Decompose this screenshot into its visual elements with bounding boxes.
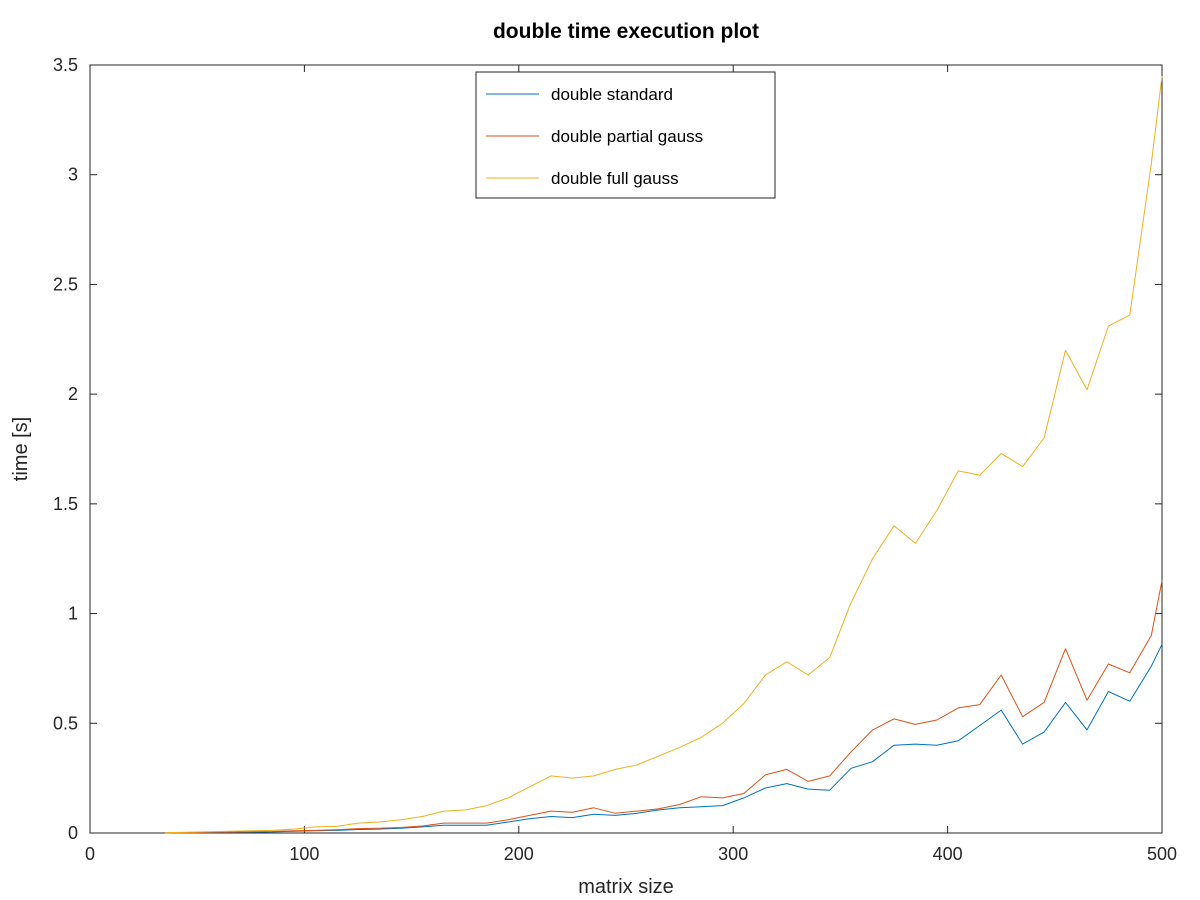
y-tick-label: 2.5 [53,274,78,294]
y-tick-label: 1 [68,604,78,624]
x-axis-label: matrix size [578,876,674,898]
series-lines [164,75,1163,834]
x-tick-label: 200 [504,844,534,864]
legend-label: double full gauss [551,169,679,188]
series-line-1 [164,644,1163,834]
x-tick-label: 500 [1147,844,1177,864]
y-tick-label: 0 [68,823,78,843]
y-tick-label: 3.5 [53,55,78,75]
y-tick-label: 1.5 [53,494,78,514]
series-line-2 [164,580,1163,834]
chart-title: double time execution plot [493,20,759,43]
x-tick-label: 0 [85,844,95,864]
y-tick-label: 0.5 [53,713,78,733]
x-tick-label: 400 [933,844,963,864]
y-axis-label: time [s] [10,417,32,481]
x-tick-label: 300 [718,844,748,864]
legend-label: double standard [551,85,673,104]
y-tick-label: 3 [68,165,78,185]
series-line-3 [164,75,1163,834]
axis-ticks: 0 100 200 300 400 500 0 0.5 1 1.5 2 2.5 3 3.5 [53,55,1177,864]
legend-label: double partial gauss [551,127,703,146]
y-tick-label: 2 [68,384,78,404]
x-tick-label: 100 [289,844,319,864]
legend: double standard double partial gauss doubl… [475,71,776,199]
legend-box [475,71,776,199]
